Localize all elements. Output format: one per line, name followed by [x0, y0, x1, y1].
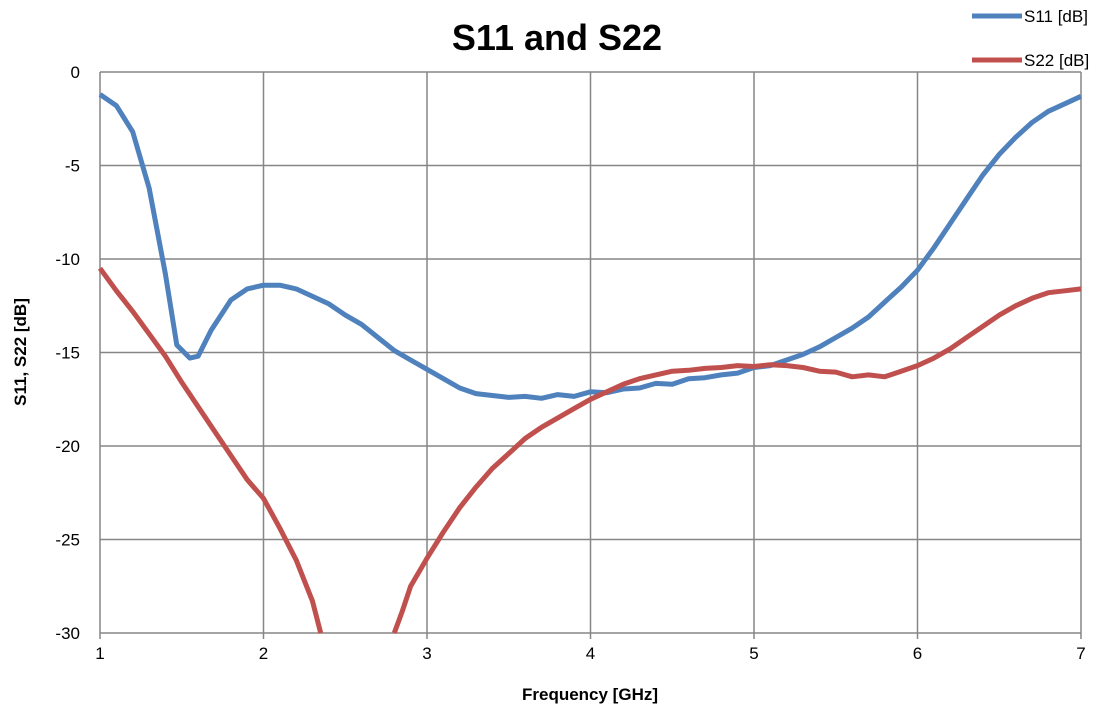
x-tick-label: 3: [422, 644, 431, 663]
x-tick-label: 5: [749, 644, 758, 663]
legend-label-s22: S22 [dB]: [1024, 51, 1089, 70]
series-line-s22: [97, 266, 1082, 634]
x-tick-label: 6: [913, 644, 922, 663]
x-axis-label: Frequency [GHz]: [522, 685, 658, 704]
x-tick-label: 1: [95, 644, 104, 663]
y-axis-label: S11, S22 [dB]: [11, 298, 30, 406]
chart-title: S11 and S22: [452, 17, 662, 58]
legend: S11 [dB] S22 [dB]: [972, 7, 1089, 70]
y-tick-label: -5: [65, 157, 80, 176]
x-tick-label: 4: [586, 644, 595, 663]
y-tick-label: -20: [55, 437, 80, 456]
tick-labels: 0 -5 -10 -15 -20 -25 -30 1 2 3 4 5 6 7: [55, 63, 1085, 663]
x-tick-label: 7: [1076, 644, 1085, 663]
y-tick-label: -10: [55, 250, 80, 269]
x-tick-label: 2: [259, 644, 268, 663]
y-tick-label: 0: [71, 63, 80, 82]
y-tick-label: -15: [55, 344, 80, 363]
grid: [99, 71, 1082, 639]
y-tick-label: -25: [55, 531, 80, 550]
legend-label-s11: S11 [dB]: [1024, 7, 1088, 26]
plot-area: [97, 92, 1083, 634]
y-tick-label: -30: [55, 624, 80, 643]
